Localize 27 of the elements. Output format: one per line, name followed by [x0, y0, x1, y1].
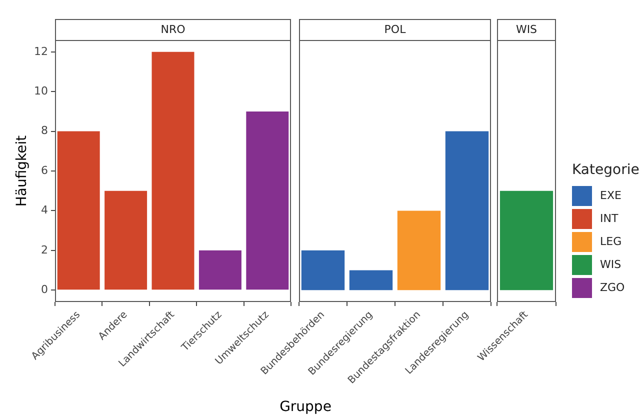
- y-tick-label: 12: [34, 44, 48, 58]
- legend-label: EXE: [600, 189, 622, 202]
- bar: [57, 131, 100, 290]
- bar: [152, 52, 194, 290]
- chart-title: NRO: [55, 19, 291, 41]
- y-tick-label: 4: [41, 204, 48, 217]
- legend-label: INT: [600, 212, 618, 225]
- bar: [104, 190, 148, 290]
- chart-title: WIS: [497, 19, 556, 41]
- bar: [445, 131, 489, 290]
- bar: [198, 250, 242, 290]
- y-tick-label: 10: [34, 84, 48, 98]
- y-tick-label: 6: [41, 164, 48, 177]
- y-tick-label: 8: [41, 124, 48, 138]
- y-axis-title: Häufigkeit: [14, 135, 30, 207]
- legend-title: Kategorie: [572, 162, 640, 178]
- bar: [301, 250, 345, 290]
- y-tick-label: 2: [41, 243, 48, 256]
- bar: [349, 270, 393, 290]
- x-axis-title: Gruppe: [280, 399, 332, 415]
- bar: [397, 210, 441, 290]
- legend-label: WIS: [600, 258, 622, 271]
- legend-label: LEG: [600, 235, 622, 248]
- legend-label: ZGO: [600, 281, 625, 294]
- bar: [246, 111, 289, 290]
- y-tick-label: 0: [41, 282, 48, 296]
- chart-title: POL: [299, 19, 491, 41]
